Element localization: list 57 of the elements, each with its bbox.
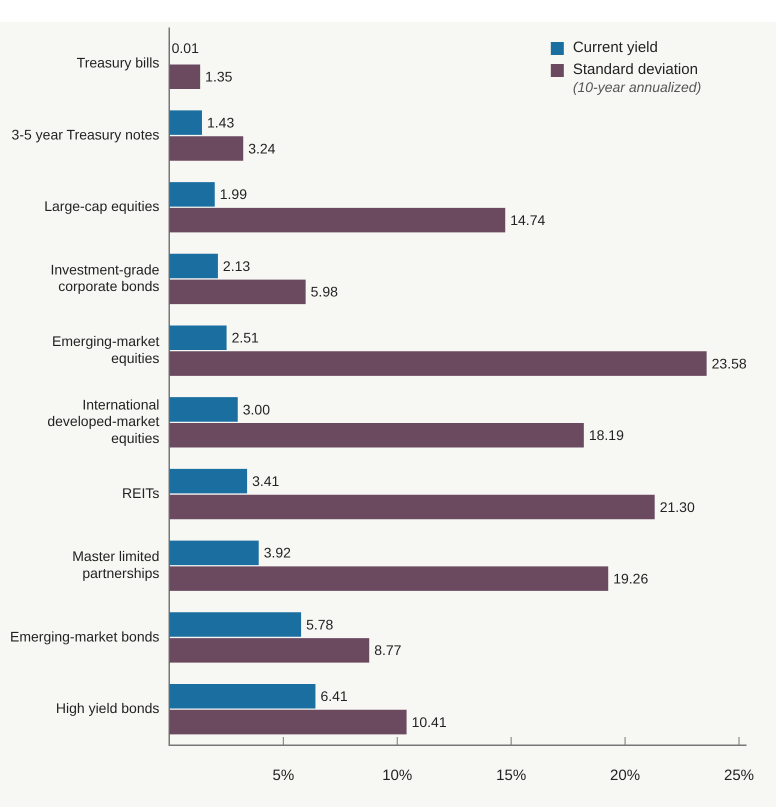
data-label: 3.41 <box>252 473 280 490</box>
bar <box>169 280 306 304</box>
bar <box>169 494 655 520</box>
bar <box>169 468 248 494</box>
bar <box>169 710 407 734</box>
data-label: 2.13 <box>222 258 250 274</box>
bar <box>169 110 202 135</box>
data-label: 14.74 <box>510 212 546 228</box>
bar <box>169 684 316 709</box>
bar <box>169 540 259 566</box>
legend-label: Standard deviation <box>572 61 698 78</box>
y-tick-label: Master limited partnerships <box>72 548 160 582</box>
data-label: 23.58 <box>712 355 747 372</box>
data-label: 3.24 <box>248 140 276 156</box>
bar <box>169 64 200 90</box>
bar <box>169 182 215 207</box>
y-tick-label: Treasury bills <box>76 54 160 71</box>
data-label: 1.35 <box>205 68 233 85</box>
bar <box>169 566 608 591</box>
data-label: 6.41 <box>320 688 348 704</box>
y-tick-label: 3-5 year Treasury notes <box>12 126 160 142</box>
x-tick-label: 15% <box>496 767 526 784</box>
y-tick-label: International developed-market equities <box>47 396 160 446</box>
y-tick-label: Investment-grade corporate bonds <box>50 261 160 294</box>
bar <box>169 638 370 663</box>
data-label: 3.00 <box>242 401 270 418</box>
x-tick-label: 5% <box>272 767 294 784</box>
y-tick-label: High yield bonds <box>56 700 160 716</box>
data-label: 0.01 <box>172 40 200 56</box>
x-tick-label: 20% <box>610 767 640 784</box>
x-tick-label: 10% <box>382 767 412 784</box>
bar <box>169 254 218 278</box>
data-label: 1.43 <box>206 114 234 131</box>
y-tick-label: Emerging-market bonds <box>10 628 160 644</box>
data-label: 1.99 <box>220 186 248 202</box>
x-tick-label: 25% <box>724 767 754 784</box>
data-label: 5.98 <box>310 284 338 300</box>
bar <box>169 208 506 232</box>
data-label: 2.51 <box>232 330 260 346</box>
data-label: 21.30 <box>660 498 695 515</box>
bar <box>169 612 302 637</box>
data-label: 8.77 <box>374 642 402 658</box>
data-label: 5.78 <box>306 616 334 632</box>
bar <box>169 422 584 448</box>
data-label: 3.92 <box>264 544 292 561</box>
y-tick-label: Emerging-market equities <box>52 333 160 366</box>
data-label: 19.26 <box>613 570 648 587</box>
data-label: 10.41 <box>412 714 447 730</box>
data-label: 18.19 <box>588 427 624 444</box>
bar <box>169 397 238 422</box>
annotation: (10-year annualized) <box>572 78 702 95</box>
legend-label: Current yield <box>572 39 658 56</box>
y-tick-label: REITs <box>122 484 160 501</box>
bar <box>169 351 707 376</box>
bar <box>169 136 244 161</box>
bar <box>169 325 227 350</box>
y-tick-label: Large-cap equities <box>44 198 160 214</box>
